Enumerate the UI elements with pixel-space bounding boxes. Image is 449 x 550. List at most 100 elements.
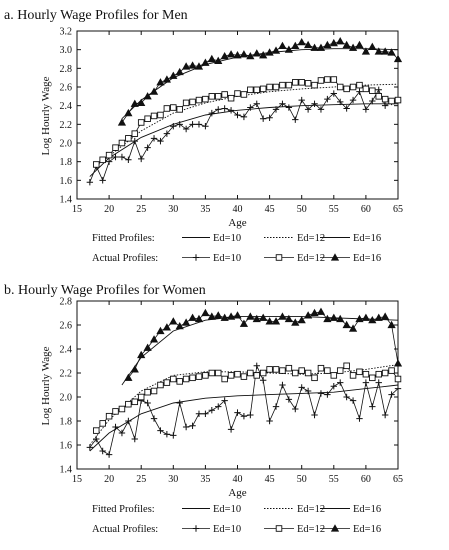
data-point [105, 158, 113, 165]
legend: Fitted Profiles: Actual Profiles: Ed=10 Ed=… [92, 504, 381, 535]
data-point [239, 50, 249, 58]
y-tick-label: 3.2 [60, 27, 73, 38]
data-point [324, 95, 331, 103]
data-point [381, 312, 390, 320]
chart-panel-men: a. Hourly Wage Profiles for Men 15 20 25 30 3… [4, 8, 403, 264]
chart-title: b. Hourly Wage Profiles for Women [4, 283, 206, 298]
data-point [214, 56, 223, 64]
data-point [227, 426, 235, 433]
data-point [189, 374, 196, 382]
data-point [343, 362, 350, 370]
data-point [93, 161, 100, 168]
data-point [189, 422, 196, 429]
x-tick-label: 65 [393, 204, 403, 215]
data-point [362, 85, 370, 93]
data-point [285, 104, 293, 111]
data-point [361, 313, 371, 321]
data-point [163, 105, 171, 112]
data-point [137, 119, 145, 126]
data-point [304, 106, 312, 113]
data-point [279, 381, 286, 389]
data-point [118, 429, 126, 437]
data-point [118, 139, 126, 147]
data-point [137, 98, 146, 106]
data-point [131, 137, 138, 145]
data-point [99, 420, 106, 427]
x-tick-label: 60 [361, 204, 371, 215]
data-point [202, 372, 209, 379]
data-point [304, 387, 312, 395]
data-point [124, 108, 133, 117]
data-point [207, 312, 216, 320]
data-point [226, 50, 236, 58]
data-point [259, 369, 267, 377]
data-point [227, 372, 235, 379]
data-point [176, 106, 183, 113]
data-point [214, 369, 222, 377]
data-point [195, 121, 203, 128]
data-point [362, 370, 370, 378]
data-point [381, 102, 389, 109]
data-point [157, 427, 164, 434]
x-tick-label: 45 [265, 204, 275, 215]
legend-fitted-label: Fitted Profiles: [92, 233, 155, 244]
data-point [202, 95, 209, 103]
data-point [362, 379, 370, 386]
data-point [150, 135, 158, 142]
data-point [349, 96, 357, 104]
data-point [330, 372, 338, 379]
data-point [112, 408, 119, 415]
data-point [252, 314, 261, 323]
data-point [105, 151, 113, 159]
data-point [349, 372, 357, 379]
data-point [143, 92, 152, 100]
data-point [285, 81, 293, 89]
data-point [259, 85, 267, 93]
data-point [298, 367, 305, 374]
data-point [182, 423, 190, 431]
data-point [125, 417, 132, 425]
data-point [221, 91, 228, 98]
data-point [336, 314, 345, 323]
data-point [253, 100, 260, 107]
data-point [284, 45, 293, 53]
data-point [259, 377, 267, 384]
data-point [394, 375, 402, 383]
data-point [297, 37, 306, 46]
data-point [93, 435, 100, 443]
series-actual-ed12 [93, 76, 402, 168]
series-fitted-ed16 [121, 316, 399, 386]
data-point [388, 391, 395, 398]
data-point [368, 42, 377, 50]
data-point [324, 367, 331, 374]
data-point [343, 85, 350, 93]
data-point [182, 318, 191, 326]
data-point [202, 123, 209, 130]
data-point [285, 396, 293, 403]
data-point [265, 48, 274, 56]
data-point [233, 311, 242, 319]
data-point [393, 54, 403, 63]
data-point [169, 71, 178, 79]
x-axis-label: Age [228, 217, 246, 229]
data-point [266, 83, 273, 91]
data-point [266, 366, 273, 373]
data-point [194, 62, 204, 70]
data-point [253, 86, 261, 94]
series-actual-ed16 [117, 37, 403, 126]
legend-marker [330, 253, 340, 261]
data-point [215, 106, 222, 113]
data-point [259, 115, 267, 122]
data-point [220, 313, 229, 321]
data-point [298, 96, 305, 104]
data-point [207, 54, 216, 63]
data-point [375, 379, 382, 386]
data-point [329, 313, 338, 321]
data-point [163, 130, 171, 137]
data-point [221, 397, 228, 404]
y-tick-label: 1.8 [60, 417, 73, 428]
data-point [337, 98, 344, 106]
data-point [330, 90, 337, 97]
data-point [239, 319, 249, 327]
